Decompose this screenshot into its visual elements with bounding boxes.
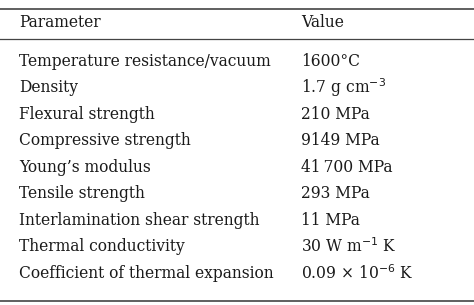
Text: 9149 MPa: 9149 MPa <box>301 132 380 149</box>
Text: 11 MPa: 11 MPa <box>301 212 360 229</box>
Text: 210 MPa: 210 MPa <box>301 106 370 123</box>
Text: 1.7 g cm$^{-3}$: 1.7 g cm$^{-3}$ <box>301 76 386 99</box>
Text: Tensile strength: Tensile strength <box>19 185 145 202</box>
Text: Density: Density <box>19 79 78 96</box>
Text: Temperature resistance/vacuum: Temperature resistance/vacuum <box>19 52 271 70</box>
Text: Value: Value <box>301 14 344 31</box>
Text: Flexural strength: Flexural strength <box>19 106 155 123</box>
Text: 0.09 × 10$^{-6}$ K: 0.09 × 10$^{-6}$ K <box>301 264 413 283</box>
Text: Coefficient of thermal expansion: Coefficient of thermal expansion <box>19 265 273 282</box>
Text: Young’s modulus: Young’s modulus <box>19 159 151 176</box>
Text: Interlamination shear strength: Interlamination shear strength <box>19 212 259 229</box>
Text: Parameter: Parameter <box>19 14 100 31</box>
Text: Compressive strength: Compressive strength <box>19 132 191 149</box>
Text: 30 W m$^{-1}$ K: 30 W m$^{-1}$ K <box>301 237 396 256</box>
Text: Thermal conductivity: Thermal conductivity <box>19 238 185 255</box>
Text: 1600°C: 1600°C <box>301 52 360 70</box>
Text: 293 MPa: 293 MPa <box>301 185 370 202</box>
Text: 41 700 MPa: 41 700 MPa <box>301 159 392 176</box>
